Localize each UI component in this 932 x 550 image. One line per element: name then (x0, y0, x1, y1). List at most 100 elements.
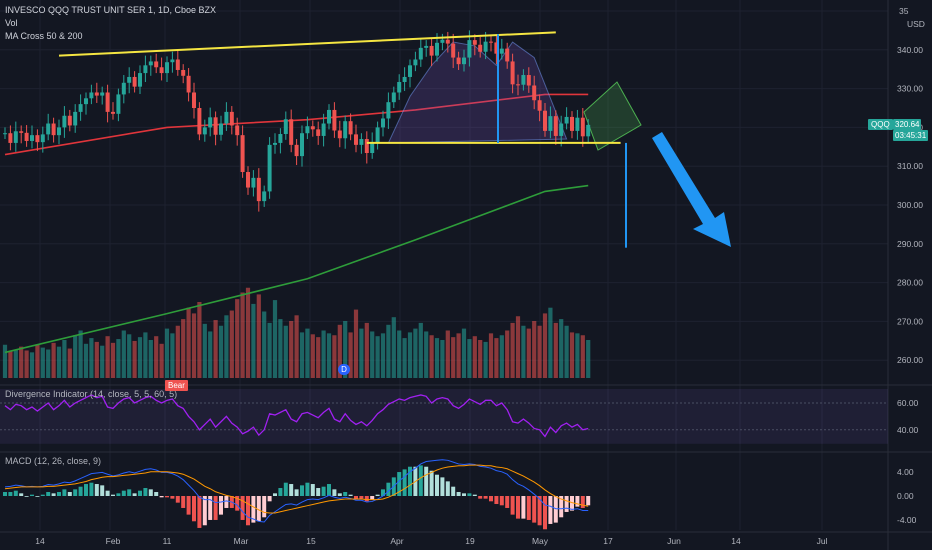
candle-body (143, 65, 148, 74)
divergence-line (4, 394, 589, 438)
candle-body (132, 76, 137, 87)
candle-body (67, 115, 72, 126)
volume-bar (580, 335, 585, 378)
macd-histogram-bar (294, 489, 299, 496)
ma-cross-legend[interactable]: MA Cross 50 & 200 (5, 31, 83, 41)
dividend-badge[interactable]: D (338, 364, 350, 375)
candle-body (462, 57, 466, 65)
candle-body (321, 123, 326, 136)
volume-bar (89, 338, 94, 378)
candle-body (489, 41, 493, 43)
macd-histogram-bar (462, 493, 466, 496)
macd-histogram-bar (332, 489, 337, 496)
price-tick-label: 280.00 (897, 278, 923, 288)
volume-bar (218, 325, 224, 378)
candle-body (208, 117, 213, 128)
price-tick-label: 270.00 (897, 316, 923, 326)
date-tick-label: Mar (234, 536, 249, 546)
macd-histogram-bar (305, 482, 310, 496)
volume-bar (110, 342, 116, 378)
candle-body (283, 119, 288, 134)
volume-bar (488, 333, 494, 378)
candle-body (456, 57, 461, 65)
macd-histogram-bar (467, 493, 472, 496)
macd-histogram-bar (67, 492, 72, 496)
volume-bar (305, 328, 310, 378)
date-tick-label: Apr (390, 536, 403, 546)
macd-histogram-bar (386, 482, 391, 496)
candle-body (526, 75, 531, 86)
macd-histogram-bar (78, 486, 83, 496)
macd-histogram-bar (278, 488, 283, 496)
volume-bar (100, 345, 105, 378)
symbol-tag: QQQ (868, 119, 893, 130)
macd-histogram-bar (494, 496, 499, 504)
volume-bar (521, 325, 526, 378)
volume-bar (164, 328, 170, 378)
volume-bar (348, 332, 353, 378)
time-axis: 14 Feb 11 Mar 15 Apr 19 May 17 Jun 14 Jul (35, 536, 827, 546)
macd-histogram-bar (8, 492, 13, 496)
macd-histogram-bar (478, 496, 483, 499)
divergence-indicator-legend[interactable]: Divergence Indicator (14, close, 5, 5, 6… (5, 389, 178, 399)
macd-histogram-bar (148, 489, 153, 496)
macd-histogram-bar (381, 489, 385, 496)
macd-histogram-bar (472, 494, 477, 496)
volume-bar (272, 300, 278, 378)
volume-legend[interactable]: Vol (5, 18, 18, 28)
volume-bar (83, 343, 89, 378)
volume-bar (413, 328, 418, 378)
volume-bar (289, 321, 294, 378)
macd-histogram-bar (159, 496, 164, 498)
macd-histogram-bar (283, 482, 288, 496)
candle-body (408, 65, 412, 77)
candle-body (445, 39, 450, 44)
volume-bar (13, 349, 18, 378)
macd-histogram-bar (548, 496, 553, 524)
macd-histogram-bar (559, 496, 564, 518)
volume-bar (397, 330, 402, 378)
macd-histogram-bar (121, 490, 126, 496)
volume-bar (251, 303, 256, 378)
candle-body (267, 144, 272, 192)
price-tick-label: 35 (899, 6, 909, 16)
pattern-fill (387, 41, 642, 151)
macd-histogram-bar (429, 470, 434, 496)
candle-body (381, 118, 385, 128)
volume-bar (2, 344, 8, 378)
candle-body (165, 62, 169, 74)
macd-legend[interactable]: MACD (12, 26, close, 9) (5, 456, 102, 466)
volume-bar (586, 340, 591, 378)
volume-bar (316, 337, 321, 378)
volume-bar (478, 340, 483, 378)
candle-body (575, 117, 580, 131)
macd-histogram-bar (537, 496, 542, 526)
macd-histogram-bar (202, 496, 207, 526)
candle-body (186, 75, 191, 93)
volume-bar (407, 332, 413, 378)
macd-histogram-bar (418, 465, 423, 496)
candle-body (159, 67, 164, 74)
volume-bar (494, 338, 499, 378)
volume-bar (569, 332, 575, 378)
macd-tick-label: -4.00 (897, 515, 917, 525)
price-tick-label: 340.00 (897, 45, 923, 55)
volume-bar (283, 325, 288, 378)
candle-body (467, 40, 472, 58)
macd-histogram-bar (402, 469, 407, 496)
macd-histogram-bar (213, 496, 218, 520)
macd-histogram-bar (30, 494, 34, 496)
candle-body (219, 123, 223, 135)
candle-body (570, 116, 574, 131)
volume-bar (213, 320, 218, 378)
candle-body (305, 126, 310, 134)
candle-body (229, 111, 234, 126)
candle-body (278, 133, 283, 143)
macd-histogram-bar (84, 484, 88, 496)
candle-body (553, 116, 558, 136)
price-axis: 35USD340.00330.00320.00310.00300.00290.0… (897, 6, 925, 525)
chart-title: INVESCO QQQ TRUST UNIT SER 1, 1D, Cboe B… (5, 5, 217, 15)
candle-body (294, 144, 299, 157)
